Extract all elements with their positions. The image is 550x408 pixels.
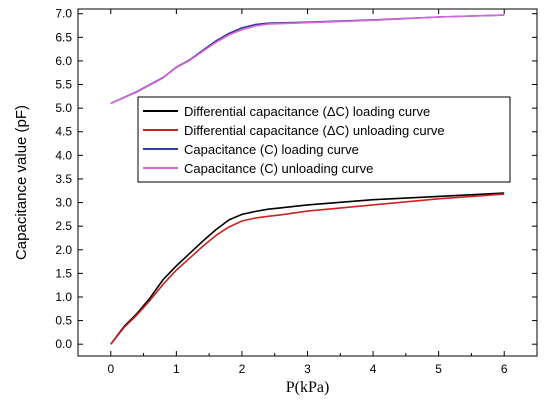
y-tick-label: 4.5	[55, 125, 72, 139]
legend-label: Capacitance (C) loading curve	[184, 142, 359, 157]
y-tick-label: 3.0	[55, 196, 72, 210]
legend-label: Differential capacitance (ΔC) loading cu…	[184, 104, 430, 119]
y-tick-label: 4.0	[55, 148, 72, 162]
y-tick-label: 0.5	[55, 314, 72, 328]
y-tick-label: 1.0	[55, 290, 72, 304]
y-tick-label: 2.5	[55, 219, 72, 233]
y-tick-label: 6.0	[55, 54, 72, 68]
legend-label: Differential capacitance (ΔC) unloading …	[184, 123, 445, 138]
x-tick-label: 3	[304, 362, 311, 376]
y-tick-label: 7.0	[55, 7, 72, 21]
x-axis-title: P(kPa)	[286, 379, 330, 396]
series-line-3	[110, 14, 505, 105]
legend: Differential capacitance (ΔC) loading cu…	[137, 96, 511, 183]
series-line-2	[110, 193, 505, 345]
legend-label: Capacitance (C) unloading curve	[184, 161, 373, 176]
x-axis-ticks: 0 1 2 3 4 5 6	[107, 9, 508, 376]
legend-box	[137, 96, 511, 183]
y-axis-title: Capacitance value (pF)	[13, 105, 30, 260]
y-tick-label: 6.5	[55, 30, 72, 44]
x-tick-label: 1	[173, 362, 180, 376]
x-tick-label: 6	[501, 362, 508, 376]
series-group	[110, 14, 505, 345]
series-line-1	[110, 192, 505, 345]
y-tick-label: 0.0	[55, 337, 72, 351]
y-axis-ticks: 0.0 0.5 1.0 1.5 2.0 2.5 3.0 3.5 4.0 4.5 5.0 5.5 6.0 6…	[55, 7, 537, 351]
x-tick-label: 0	[107, 362, 114, 376]
x-tick-label: 4	[370, 362, 377, 376]
y-tick-label: 5.5	[55, 78, 72, 92]
y-tick-label: 2.0	[55, 243, 72, 257]
x-tick-label: 2	[239, 362, 246, 376]
y-tick-label: 3.5	[55, 172, 72, 186]
y-tick-label: 1.5	[55, 266, 72, 280]
series-line-4	[110, 14, 505, 105]
x-tick-label: 5	[435, 362, 442, 376]
y-tick-label: 5.0	[55, 101, 72, 115]
